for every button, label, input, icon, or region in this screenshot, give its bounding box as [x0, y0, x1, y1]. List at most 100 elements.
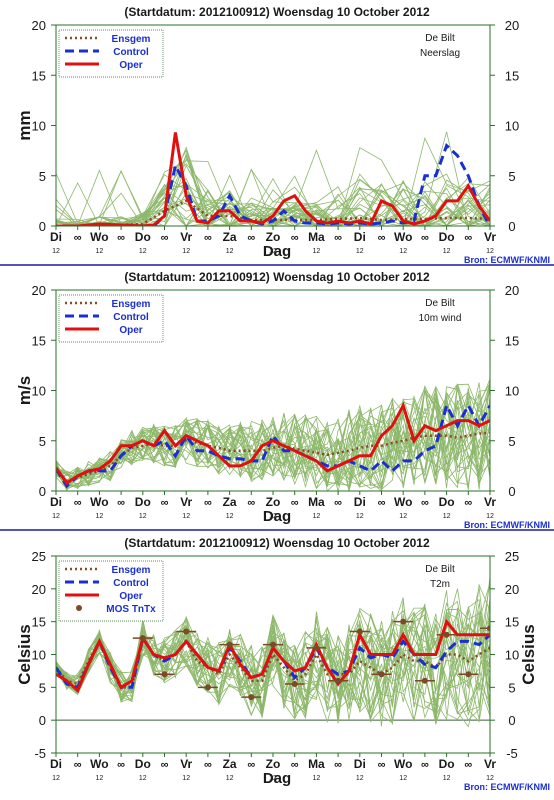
y-tick-label-right: 10 [505, 648, 519, 663]
legend-swatch-mos [76, 605, 82, 611]
x-tick-label: ∞ [464, 497, 472, 509]
x-tick-label: Wo [90, 230, 108, 244]
x-tick-label: ∞ [117, 759, 125, 771]
y-tick-label-right: 10 [505, 384, 519, 399]
x-tick-label: Di [354, 495, 366, 509]
chart-title: (Startdatum: 2012100912) Woensdag 10 Oct… [124, 270, 430, 284]
x-tick-label: Do [439, 757, 455, 771]
legend-label: Oper [119, 325, 142, 336]
legend-label: Control [113, 578, 149, 589]
mos-point [270, 641, 276, 648]
series-line-oper [56, 132, 490, 226]
x-tick-label: Ma [308, 757, 325, 771]
x-tick-label: ∞ [291, 759, 299, 771]
x-hour-label: 12 [52, 513, 60, 520]
x-tick-label: ∞ [421, 759, 429, 771]
x-tick-label: ∞ [378, 232, 386, 244]
series-line-control [56, 401, 490, 489]
x-hour-label: 12 [269, 248, 277, 255]
source-label: Bron: ECMWF/KNMI [464, 255, 550, 265]
x-tick-label: ∞ [161, 497, 169, 509]
y-tick-label-right: 5 [508, 434, 515, 449]
x-tick-label: Di [50, 230, 62, 244]
ensemble-member-line [56, 603, 490, 724]
mos-point [161, 671, 168, 678]
x-hour-label: 12 [96, 248, 104, 255]
ensemble-member-line [56, 147, 490, 226]
x-hour-label: 12 [399, 248, 407, 255]
main-series [56, 132, 490, 226]
x-tick-label: ∞ [204, 497, 212, 509]
chart-panel-3: (Startdatum: 2012100912) Woensdag 10 Oct… [15, 536, 550, 792]
chart-panel-2: (Startdatum: 2012100912) Woensdag 10 Oct… [15, 270, 550, 530]
x-tick-label: Di [50, 757, 62, 771]
y-tick-label-left: 0 [39, 219, 46, 234]
x-hour-label: 12 [399, 775, 407, 782]
y-tick-label-right: 20 [505, 283, 519, 298]
mos-point [378, 671, 385, 678]
x-hour-label: 12 [226, 248, 234, 255]
legend-label: Control [113, 47, 149, 58]
x-tick-label: Vr [484, 495, 496, 509]
y-tick-label-left: 10 [32, 384, 46, 399]
x-tick-label: Za [223, 230, 237, 244]
mos-point [226, 641, 233, 648]
x-tick-label: Zo [266, 495, 281, 509]
y-tick-label-right: 15 [505, 615, 519, 630]
y-tick-label-right: 25 [505, 549, 519, 564]
ensemble-member-line [56, 402, 490, 491]
ensemble-member-line [56, 598, 490, 714]
ensemble-member-line [56, 403, 490, 490]
x-tick-label: ∞ [204, 759, 212, 771]
x-tick-label: Di [354, 230, 366, 244]
x-axis-label: Dag [263, 508, 291, 525]
x-hour-label: 12 [356, 248, 364, 255]
x-hour-label: 12 [182, 775, 190, 782]
legend-box [58, 560, 164, 622]
x-tick-label: ∞ [161, 232, 169, 244]
mos-point [487, 625, 490, 632]
x-tick-label: Do [135, 230, 151, 244]
x-tick-label: ∞ [421, 232, 429, 244]
x-tick-label: Vr [180, 495, 192, 509]
y-tick-label-left: 10 [32, 119, 46, 134]
source-label: Bron: ECMWF/KNMI [464, 782, 550, 792]
x-hour-label: 12 [443, 248, 451, 255]
y-tick-label-left: 15 [32, 615, 46, 630]
y-tick-label-left: 5 [39, 680, 46, 695]
x-hour-label: 12 [356, 513, 364, 520]
mos-point [465, 671, 472, 678]
variable-label: Neerslag [420, 48, 460, 59]
y-tick-label-right: 20 [505, 18, 519, 33]
x-hour-label: 12 [182, 513, 190, 520]
x-hour-label: 12 [313, 775, 321, 782]
ensemble-members [56, 378, 490, 491]
ensemble-member-line [56, 154, 490, 226]
x-tick-label: ∞ [117, 497, 125, 509]
x-tick-label: Do [135, 495, 151, 509]
y-tick-label-left: 25 [32, 549, 46, 564]
y-tick-label-left: 5 [39, 169, 46, 184]
x-hour-label: 12 [486, 775, 494, 782]
mos-point [183, 628, 190, 635]
x-tick-label: ∞ [247, 497, 255, 509]
x-tick-label: ∞ [464, 759, 472, 771]
x-tick-label: Zo [266, 230, 281, 244]
legend-label: Oper [119, 591, 142, 602]
y-tick-label-right: 5 [508, 680, 515, 695]
ensemble-member-line [56, 388, 490, 489]
mos-point [335, 677, 342, 684]
y-tick-label-right: 15 [505, 68, 519, 83]
legend-label: Ensgem [112, 34, 151, 45]
x-hour-label: 12 [269, 775, 277, 782]
y-tick-label-right: -5 [506, 746, 518, 761]
x-tick-label: ∞ [74, 232, 82, 244]
y-tick-label-left: -5 [34, 746, 46, 761]
mos-point [421, 677, 428, 684]
y-axis-label-left: m/s [15, 376, 34, 405]
main-series [56, 401, 490, 489]
x-hour-label: 12 [96, 775, 104, 782]
x-tick-label: Wo [90, 757, 108, 771]
